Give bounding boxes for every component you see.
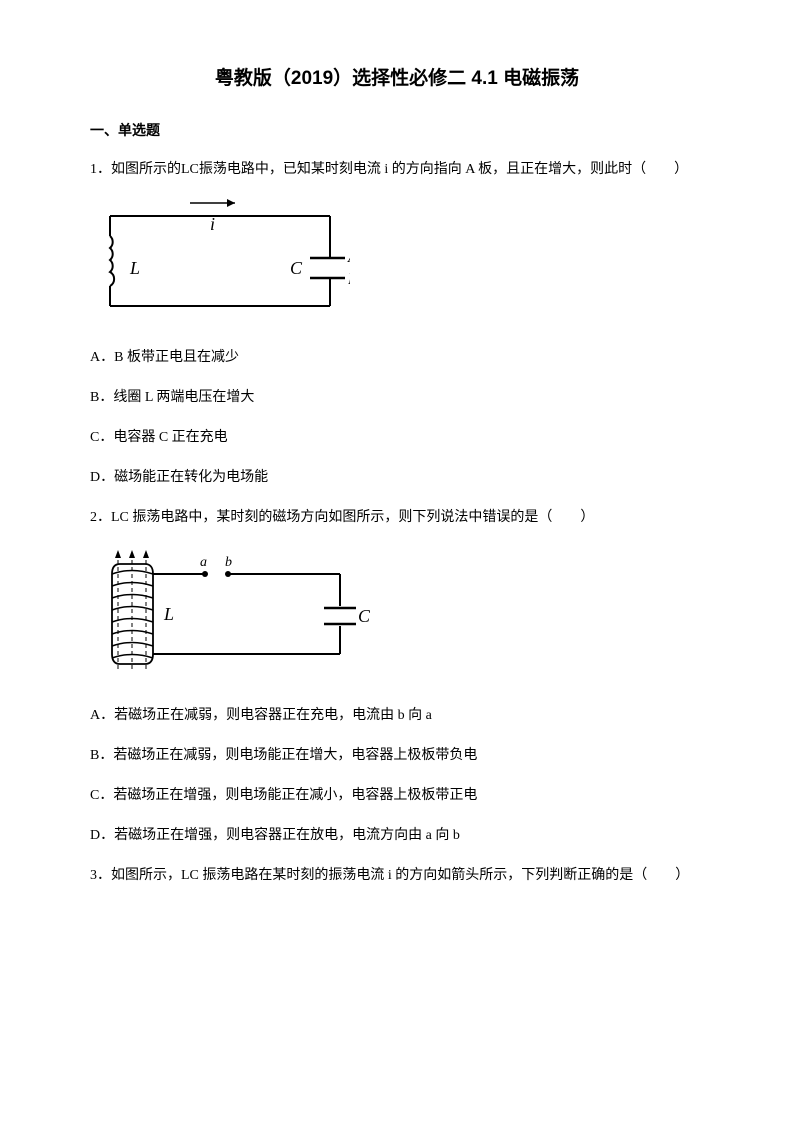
inductor-label: L	[129, 258, 140, 278]
current-label: i	[210, 214, 215, 234]
node-a-label: a	[200, 555, 207, 570]
q1-option-d: D．磁场能正在转化为电场能	[90, 464, 704, 492]
section-heading: 一、单选题	[90, 116, 704, 144]
q3-stem: 3．如图所示，LC 振荡电路在某时刻的振荡电流 i 的方向如箭头所示，下列判断正…	[90, 862, 704, 890]
q1-stem: 1．如图所示的LC振荡电路中，已知某时刻电流 i 的方向指向 A 板，且正在增大…	[90, 156, 704, 184]
q1-circuit-diagram: L C A B i	[90, 196, 350, 326]
page: 粤教版（2019）选择性必修二 4.1 电磁振荡 一、单选题 1．如图所示的LC…	[0, 0, 794, 942]
q1-option-a: A．B 板带正电且在减少	[90, 344, 704, 372]
q1-option-c: C．电容器 C 正在充电	[90, 424, 704, 452]
q2-circuit-diagram: L a b C	[90, 544, 370, 684]
q2-option-c: C．若磁场正在增强，则电场能正在减小，电容器上极板带正电	[90, 782, 704, 810]
q2-option-a: A．若磁场正在减弱，则电容器正在充电，电流由 b 向 a	[90, 702, 704, 730]
capacitor-label: C	[358, 606, 370, 626]
plate-b-label: B	[348, 271, 350, 288]
q1-option-b: B．线圈 L 两端电压在增大	[90, 384, 704, 412]
q2-stem: 2．LC 振荡电路中，某时刻的磁场方向如图所示，则下列说法中错误的是（ ）	[90, 504, 704, 532]
page-title: 粤教版（2019）选择性必修二 4.1 电磁振荡	[90, 60, 704, 98]
inductor-label: L	[163, 604, 174, 624]
q2-option-b: B．若磁场正在减弱，则电场能正在增大，电容器上极板带负电	[90, 742, 704, 770]
q2-option-d: D．若磁场正在增强，则电容器正在放电，电流方向由 a 向 b	[90, 822, 704, 850]
capacitor-label: C	[290, 258, 303, 278]
node-b-label: b	[225, 555, 232, 570]
plate-a-label: A	[347, 249, 350, 266]
